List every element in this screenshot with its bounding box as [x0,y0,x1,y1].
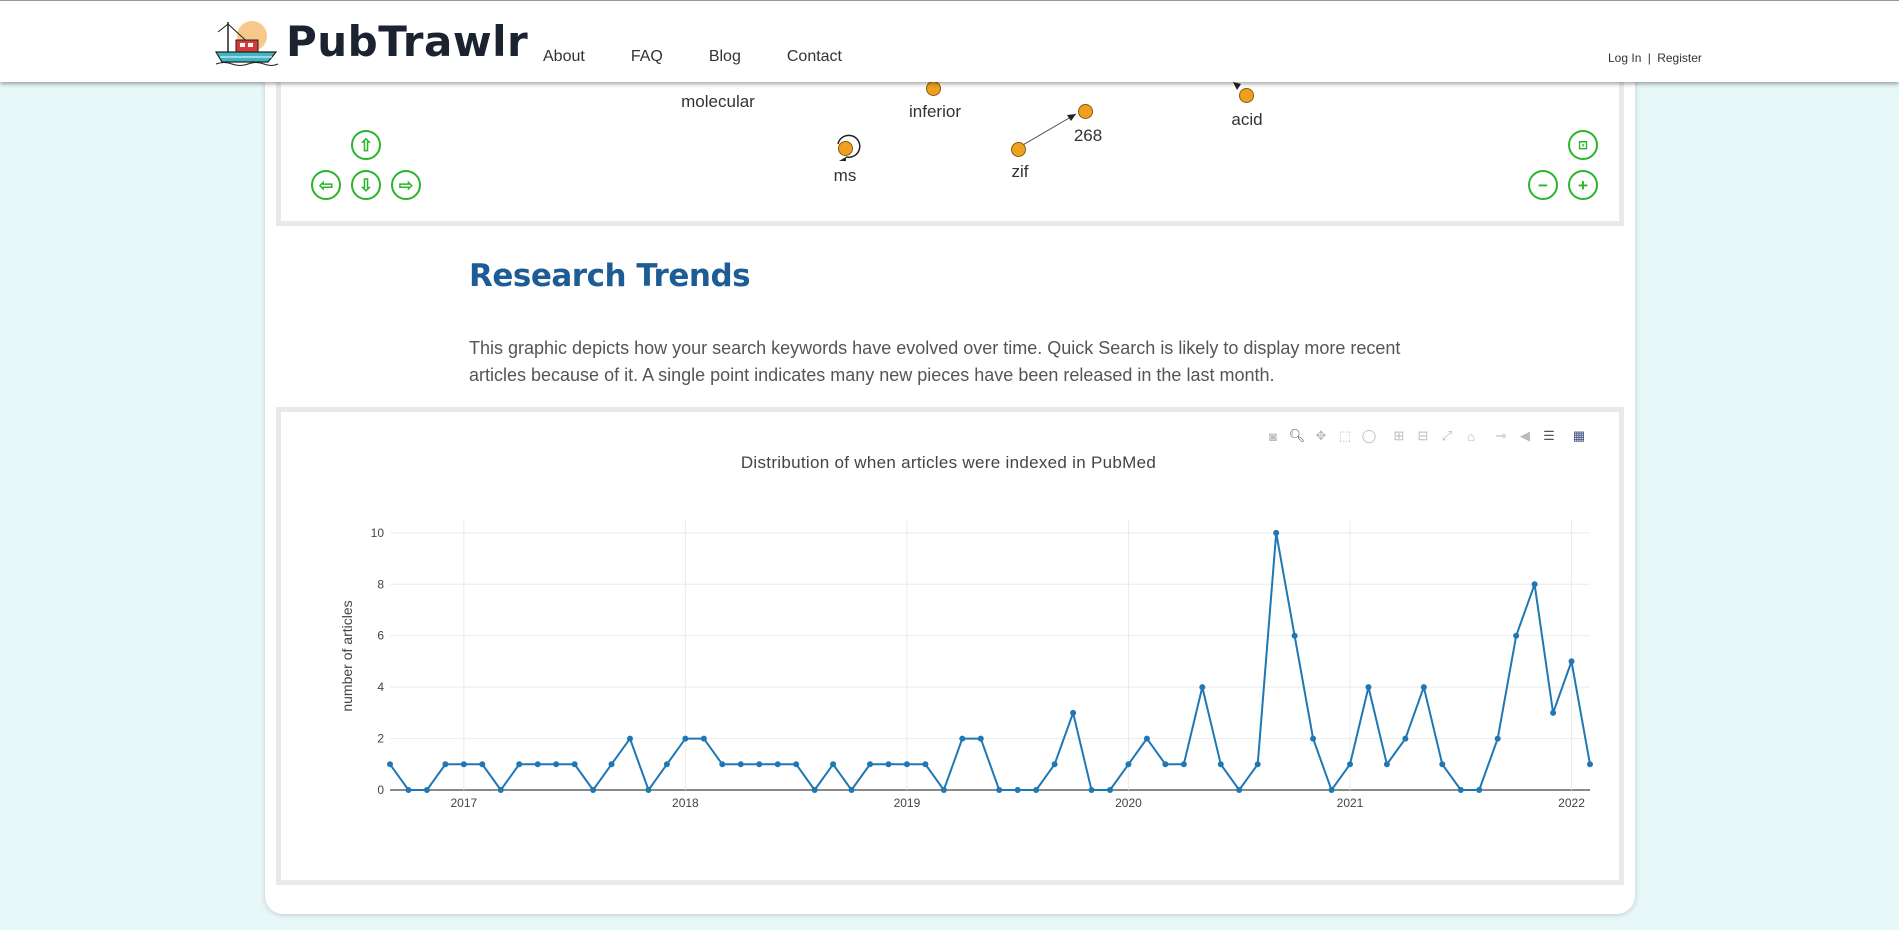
fit-view-button[interactable]: ⊡ [1568,130,1598,160]
node-label-268: 268 [1073,126,1103,145]
node-inferior[interactable] [926,81,941,96]
nav-faq[interactable]: FAQ [630,48,663,65]
plotly-logo-icon[interactable]: ▦ [1572,428,1586,443]
pan-right-button[interactable]: ⇨ [391,170,421,200]
pan-left-button[interactable]: ⇦ [311,170,341,200]
node-label-zif: zif [1011,162,1029,181]
edge-arrow-head [1067,114,1076,121]
auth-links: Log In | Register [1608,51,1702,65]
hover-closest-icon[interactable]: ◀ [1520,428,1530,443]
zoom-out-network-button[interactable]: − [1528,170,1558,200]
node-label-ms: ms [833,166,857,185]
lasso-icon[interactable]: ◯ [1361,428,1377,443]
chart-modebar: ◙ 🔍︎ ✥ ⬚ ◯ ⊞ ⊟ ⤢ ⌂ ⊸ ◀ ☰ ▦ [1264,427,1588,445]
section-title: Research Trends [469,258,751,294]
keyword-network-graph[interactable]: molecular inferior 268 acid ms zif ⇧ ⇦ ⇩… [276,54,1624,226]
chart-title: Distribution of when articles were index… [0,453,1899,473]
camera-icon[interactable]: ◙ [1269,428,1277,444]
node-label-molecular: molecular [681,92,755,111]
login-link[interactable]: Log In [1608,51,1642,65]
self-loop-ms [837,134,861,159]
spike-lines-icon[interactable]: ⊸ [1495,428,1507,443]
zoom-icon[interactable]: 🔍︎ [1288,428,1306,443]
plus-icon: + [1578,175,1588,195]
node-268[interactable] [1078,104,1093,119]
zoom-out-icon[interactable]: ⊟ [1417,428,1429,443]
auth-separator: | [1647,51,1651,65]
logo[interactable]: PubTrawlr [214,17,528,66]
arrow-left-icon: ⇦ [318,175,334,195]
site-header: PubTrawlr About FAQ Blog Contact Log In … [0,0,1899,82]
chart-title-text: Distribution of when articles were index… [740,453,1157,472]
trawler-boat-icon [214,20,279,66]
network-edges [837,78,1241,161]
node-acid[interactable] [1239,88,1254,103]
fit-icon: ⊡ [1577,138,1589,152]
pan-down-button[interactable]: ⇩ [351,170,381,200]
nav-blog[interactable]: Blog [708,48,741,65]
box-select-icon[interactable]: ⬚ [1338,428,1352,443]
arrow-right-icon: ⇨ [398,175,414,195]
node-label-inferior: inferior [909,102,961,121]
self-loop-arrow [839,157,846,161]
node-label-acid: acid [1231,110,1263,129]
minus-icon: − [1538,175,1548,195]
zoom-in-icon[interactable]: ⊞ [1393,428,1405,443]
nav-contact[interactable]: Contact [786,48,842,65]
autoscale-icon[interactable]: ⤢ [1441,428,1453,443]
pan-up-button[interactable]: ⇧ [351,130,381,160]
reset-axes-icon[interactable]: ⌂ [1467,428,1475,444]
main-nav: About FAQ Blog Contact [543,48,888,66]
pan-icon[interactable]: ✥ [1315,428,1327,443]
edge-arrow-acid [1233,82,1241,90]
nav-about[interactable]: About [543,48,585,65]
arrow-up-icon: ⇧ [358,135,374,155]
logo-text: PubTrawlr [286,17,529,66]
hover-compare-icon[interactable]: ☰ [1543,428,1555,443]
section-description: This graphic depicts how your search key… [469,338,1401,385]
node-zif[interactable] [1011,142,1026,157]
edge-zif-268 [1015,113,1077,150]
zoom-in-network-button[interactable]: + [1568,170,1598,200]
node-ms[interactable] [838,141,853,156]
chart-container [276,407,1624,885]
register-link[interactable]: Register [1657,51,1702,65]
arrow-down-icon: ⇩ [358,175,374,195]
